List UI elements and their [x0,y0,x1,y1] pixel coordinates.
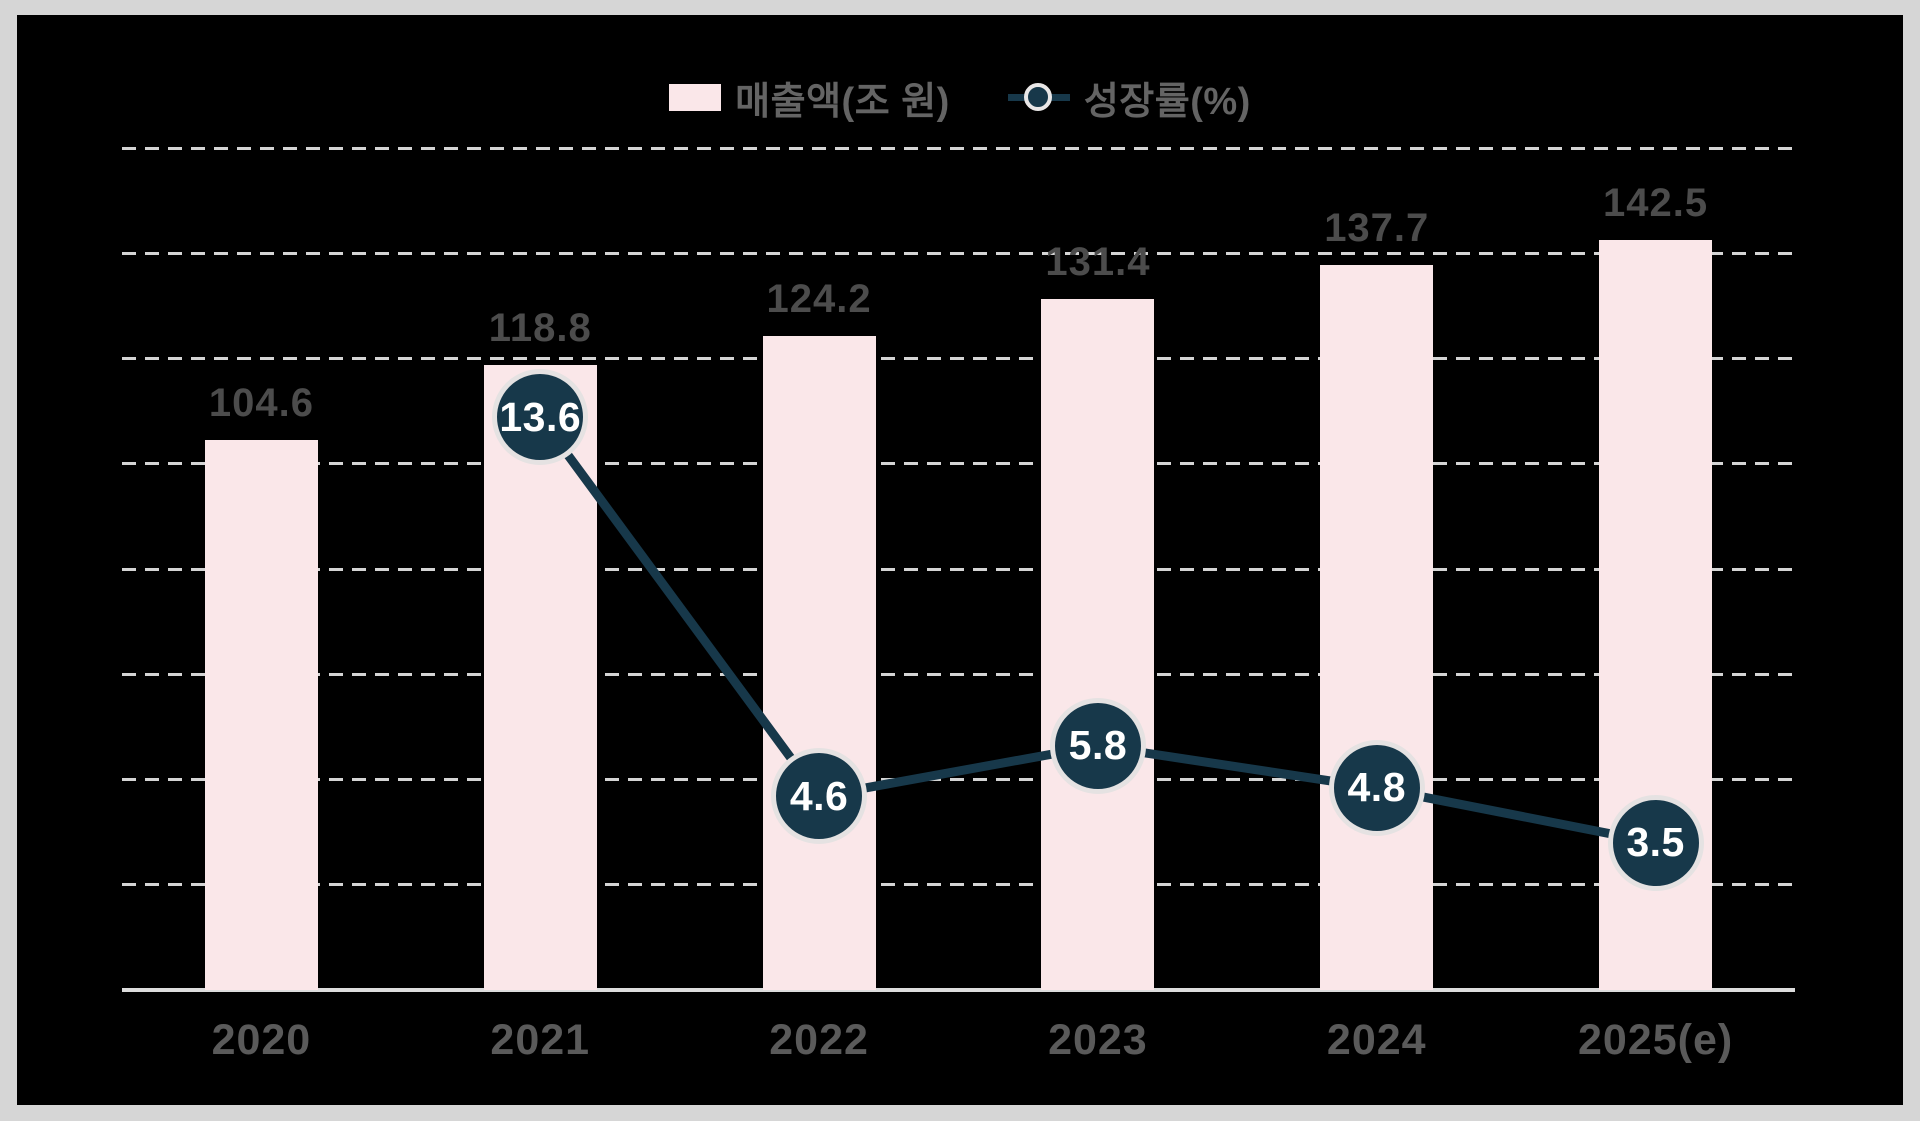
bar-value-label: 131.4 [1045,239,1151,284]
category-label: 2022 [769,1016,869,1064]
bar-value-label: 142.5 [1603,181,1709,226]
growth-line-svg [536,414,1657,848]
x-axis-line [122,988,1795,992]
bar [762,336,876,990]
category-label: 2025(e) [1577,1016,1734,1064]
gridline [122,146,1795,150]
gridline [122,462,1795,466]
category-label: 2023 [1048,1016,1148,1064]
bar [1041,298,1155,990]
bar-value-label: 104.6 [208,380,314,425]
legend: 매출액(조 원) 성장률(%) [17,75,1903,123]
line-point: 3.5 [1607,794,1704,891]
gridline [122,778,1795,781]
legend-label-revenue: 매출액(조 원) [735,80,950,123]
bar [1320,265,1434,990]
line-point: 5.8 [1049,697,1146,794]
legend-entry-growth: 성장률(%) [1007,70,1251,125]
line-point: 4.6 [771,748,868,845]
legend-entry-revenue: 매출액(조 원) [669,70,950,125]
gridline [122,357,1795,360]
bar-swatch-icon [669,83,722,111]
line-dot-icon [1007,82,1070,112]
bar [204,439,318,990]
legend-label-growth: 성장률(%) [1083,80,1251,123]
line-point: 13.6 [492,369,589,466]
gridline [122,883,1795,887]
bar-value-label: 124.2 [766,277,872,322]
bar-value-label: 118.8 [488,305,592,350]
gridline [122,672,1795,676]
gridline [122,567,1795,571]
bar-value-label: 137.7 [1324,206,1430,251]
category-label: 2020 [211,1016,312,1064]
line-point: 4.8 [1328,739,1425,836]
chart-panel: 매출액(조 원) 성장률(%) 104.6 2020 118.8 2021 124.2 2… [17,15,1903,1105]
category-label: 2021 [490,1016,591,1064]
gridline [122,251,1795,255]
category-label: 2024 [1326,1016,1427,1064]
